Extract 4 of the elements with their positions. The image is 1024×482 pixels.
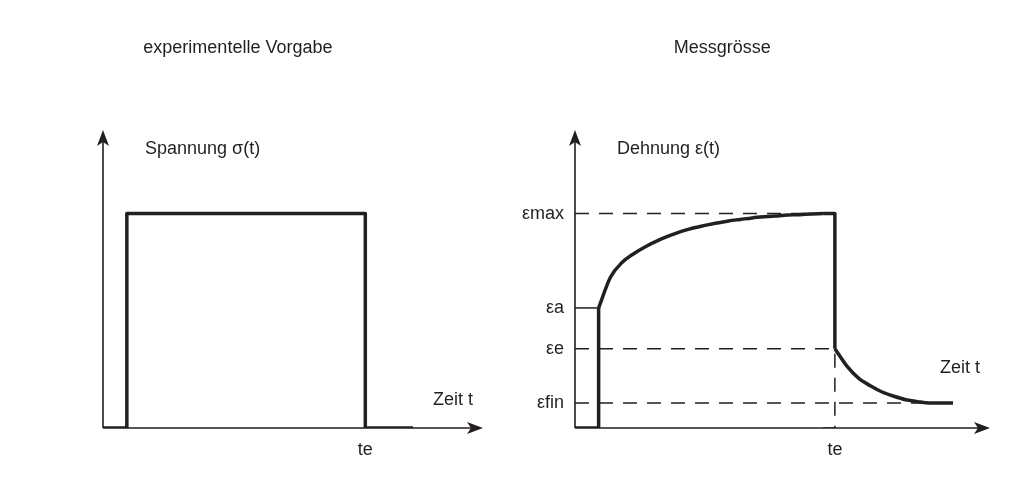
chart-title: experimentelle Vorgabe [143, 36, 333, 57]
y-axis-title: Spannung σ(t) [145, 137, 261, 158]
text: te [357, 438, 373, 459]
x-axis-title: Zeit t [432, 388, 473, 409]
